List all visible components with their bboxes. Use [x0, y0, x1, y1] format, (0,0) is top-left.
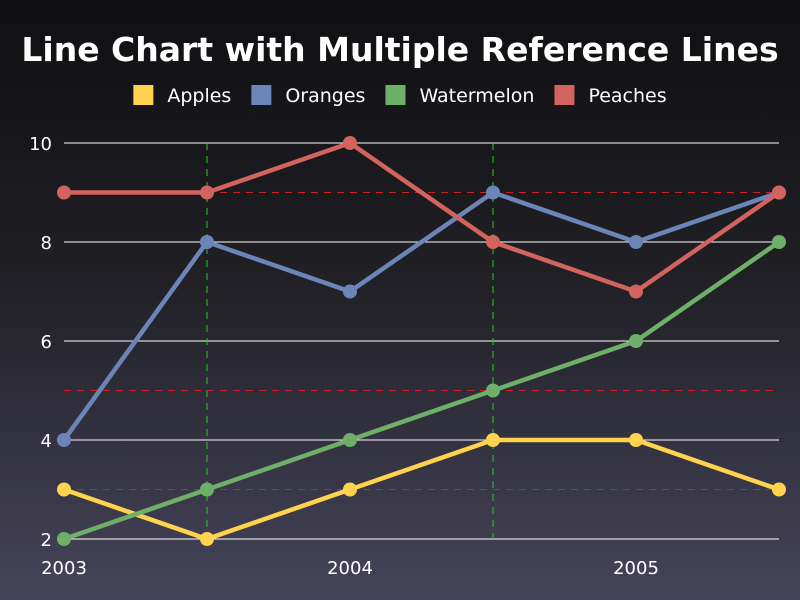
y-axis-ticks: 2 4 6 8 10	[29, 134, 52, 551]
data-point-watermelon	[629, 334, 643, 348]
series-line-watermelon	[61, 239, 782, 542]
data-point-watermelon	[486, 383, 500, 398]
series-line-apples	[61, 437, 782, 542]
series-line-oranges	[61, 190, 782, 443]
legend-swatch-peaches	[554, 85, 575, 105]
x-axis-ticks: 2003 2004 2005	[41, 558, 659, 579]
data-point-watermelon	[57, 532, 71, 546]
data-point-watermelon	[772, 235, 786, 249]
data-point-watermelon	[343, 433, 357, 447]
data-point-apples	[57, 482, 71, 497]
data-point-watermelon	[200, 482, 214, 497]
x-tick-label: 2005	[613, 558, 659, 579]
data-point-peaches	[629, 284, 643, 299]
legend: Apples Oranges Watermelon Peaches	[133, 85, 667, 107]
series-line-peaches	[61, 140, 782, 294]
x-tick-label: 2003	[41, 558, 87, 579]
data-point-oranges	[200, 235, 214, 249]
chart-title: Line Chart with Multiple Reference Lines	[21, 30, 778, 69]
legend-label-peaches: Peaches	[588, 85, 666, 107]
data-point-oranges	[343, 284, 357, 299]
legend-swatch-oranges	[251, 85, 272, 105]
series-lines	[61, 140, 782, 542]
y-tick-label: 2	[41, 530, 52, 551]
data-point-oranges	[57, 433, 71, 447]
y-tick-label: 6	[41, 332, 52, 353]
legend-label-apples: Apples	[167, 85, 231, 107]
data-point-apples	[200, 532, 214, 546]
series-points	[57, 136, 786, 546]
data-point-peaches	[343, 136, 357, 150]
y-tick-label: 10	[29, 134, 52, 155]
data-point-apples	[629, 433, 643, 447]
data-point-apples	[486, 433, 500, 447]
data-point-peaches	[57, 185, 71, 200]
y-tick-label: 8	[41, 233, 52, 254]
grid-lines	[64, 142, 779, 540]
legend-label-oranges: Oranges	[285, 85, 365, 107]
data-point-apples	[772, 482, 786, 497]
data-point-oranges	[486, 185, 500, 200]
y-tick-label: 4	[41, 431, 52, 452]
legend-swatch-apples	[133, 85, 154, 105]
data-point-peaches	[200, 185, 214, 200]
data-point-oranges	[629, 235, 643, 249]
legend-label-watermelon: Watermelon	[419, 85, 534, 107]
legend-swatch-watermelon	[385, 85, 406, 105]
data-point-peaches	[772, 185, 786, 200]
x-tick-label: 2004	[327, 558, 373, 579]
data-point-peaches	[486, 235, 500, 249]
data-point-apples	[343, 482, 357, 497]
